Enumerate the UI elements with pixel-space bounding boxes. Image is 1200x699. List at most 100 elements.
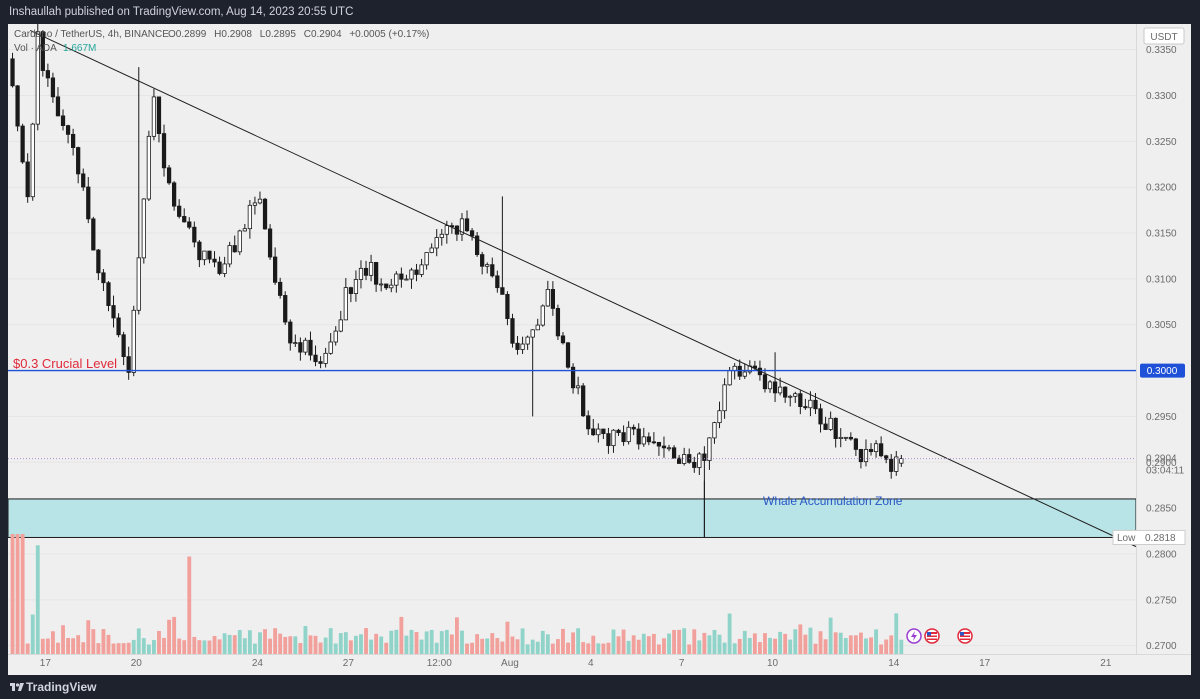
candle-body xyxy=(581,385,586,417)
us-flag-icon[interactable] xyxy=(957,628,973,644)
volume-bar xyxy=(212,635,217,654)
candle-body xyxy=(879,443,884,457)
volume-bar xyxy=(419,639,424,654)
candle-body xyxy=(363,267,369,276)
us-flag-icon[interactable] xyxy=(924,628,940,644)
candle-body xyxy=(873,443,879,453)
volume-bar xyxy=(444,629,449,654)
candle-body xyxy=(373,262,379,285)
candle-body xyxy=(712,422,717,439)
last-price-value: 0.2904 xyxy=(1146,454,1177,465)
candle-body xyxy=(778,386,783,394)
candle-body xyxy=(742,371,747,377)
volume-bar xyxy=(15,534,20,654)
level-price-label: 0.3000 xyxy=(1147,366,1178,377)
candle-body xyxy=(257,198,263,204)
volume-bar xyxy=(96,643,101,654)
legend-volume: Vol · ADA 1.667M xyxy=(14,43,96,54)
candle-body xyxy=(697,453,702,468)
candle-body xyxy=(278,281,283,296)
candle-body xyxy=(495,275,500,289)
candle-body xyxy=(626,426,631,443)
candle-body xyxy=(424,252,429,266)
volume-bar xyxy=(561,628,565,654)
bar-countdown: 03:04:11 xyxy=(1146,466,1185,477)
volume-bar xyxy=(399,616,404,654)
volume-bar xyxy=(500,641,505,654)
volume-bar xyxy=(707,635,712,654)
legend-o-value: 0.2899 xyxy=(176,29,207,40)
volume-bar xyxy=(121,643,126,654)
volume-bar xyxy=(667,633,671,654)
last-price-tag: 0.2904 03:04:11 xyxy=(1146,454,1185,477)
candle-body xyxy=(863,448,869,463)
time-tick-label: 4 xyxy=(588,658,594,669)
volume-bar xyxy=(727,613,732,654)
candle-body xyxy=(318,361,323,364)
volume-bar xyxy=(823,639,828,654)
candle-body xyxy=(20,125,25,163)
currency-box[interactable]: USDT xyxy=(1143,27,1185,45)
volume-bar xyxy=(566,642,570,654)
candle-body xyxy=(86,186,91,220)
candle-body xyxy=(247,204,252,230)
volume-bar xyxy=(389,630,394,654)
volume-bar xyxy=(894,613,899,654)
candle-body xyxy=(798,393,803,407)
volume-bar xyxy=(187,556,192,654)
volume-bar xyxy=(889,635,894,654)
candle-body xyxy=(661,445,667,449)
candle-body xyxy=(621,432,626,443)
candle-body xyxy=(788,395,793,398)
volume-bar xyxy=(333,643,338,654)
candle-body xyxy=(384,283,389,289)
volume-bar xyxy=(222,633,227,654)
volume-bar xyxy=(611,629,616,654)
volume-bar xyxy=(167,619,171,654)
volume-bar xyxy=(869,637,873,654)
candle-body xyxy=(833,417,838,439)
candle-body xyxy=(71,133,76,148)
candle-body xyxy=(25,161,30,198)
volume-bar xyxy=(116,643,121,654)
candle-body xyxy=(45,70,51,79)
volume-bar xyxy=(364,628,368,654)
volume-bar xyxy=(177,638,182,654)
legend-symbol: Cardano / TetherUS, 4h, BINANCE xyxy=(14,29,169,40)
event-icons[interactable] xyxy=(906,628,973,644)
volume-bar xyxy=(394,629,399,654)
trend-line xyxy=(29,29,1137,548)
candle-body xyxy=(212,258,217,263)
volume-bar xyxy=(51,631,55,654)
candle-body xyxy=(591,428,596,436)
candle-body xyxy=(545,289,550,307)
volume-bar xyxy=(465,643,469,654)
candle-body xyxy=(677,457,682,464)
candle-body xyxy=(500,287,505,295)
lightning-icon[interactable] xyxy=(906,628,922,644)
candle-body xyxy=(272,256,278,283)
candle-body xyxy=(262,198,268,230)
candle-body xyxy=(55,96,61,117)
candle-body xyxy=(379,283,384,286)
candle-body xyxy=(641,436,646,445)
candle-body xyxy=(813,399,818,410)
price-axis[interactable]: 0.3350 0.3300 0.3250 0.3200 0.3150 0.3100 0.30… xyxy=(1136,24,1178,654)
chart-area[interactable]: $0.3 Crucial Level Whale Accumulation Zo… xyxy=(8,24,1191,675)
volume-bar xyxy=(374,633,379,654)
volume-bar xyxy=(702,632,707,654)
candle-body xyxy=(671,447,677,459)
publish-header: Inshaullah published on TradingView.com,… xyxy=(0,0,1200,24)
time-tick-label: 27 xyxy=(343,658,355,669)
volume-bar xyxy=(641,633,646,654)
candle-body xyxy=(222,263,227,274)
candle-body xyxy=(10,58,15,87)
time-tick-label: 24 xyxy=(252,658,264,669)
volume-bar xyxy=(758,642,762,654)
price-tick-label: 0.3300 xyxy=(1146,91,1177,102)
chart-svg[interactable]: $0.3 Crucial Level Whale Accumulation Zo… xyxy=(8,24,1191,675)
volume-bar xyxy=(682,628,687,654)
candle-body xyxy=(656,441,662,447)
candle-body xyxy=(348,287,353,294)
time-axis[interactable]: 17 20 24 27 12:00 Aug 4 7 10 14 17 21 xyxy=(8,654,1191,670)
